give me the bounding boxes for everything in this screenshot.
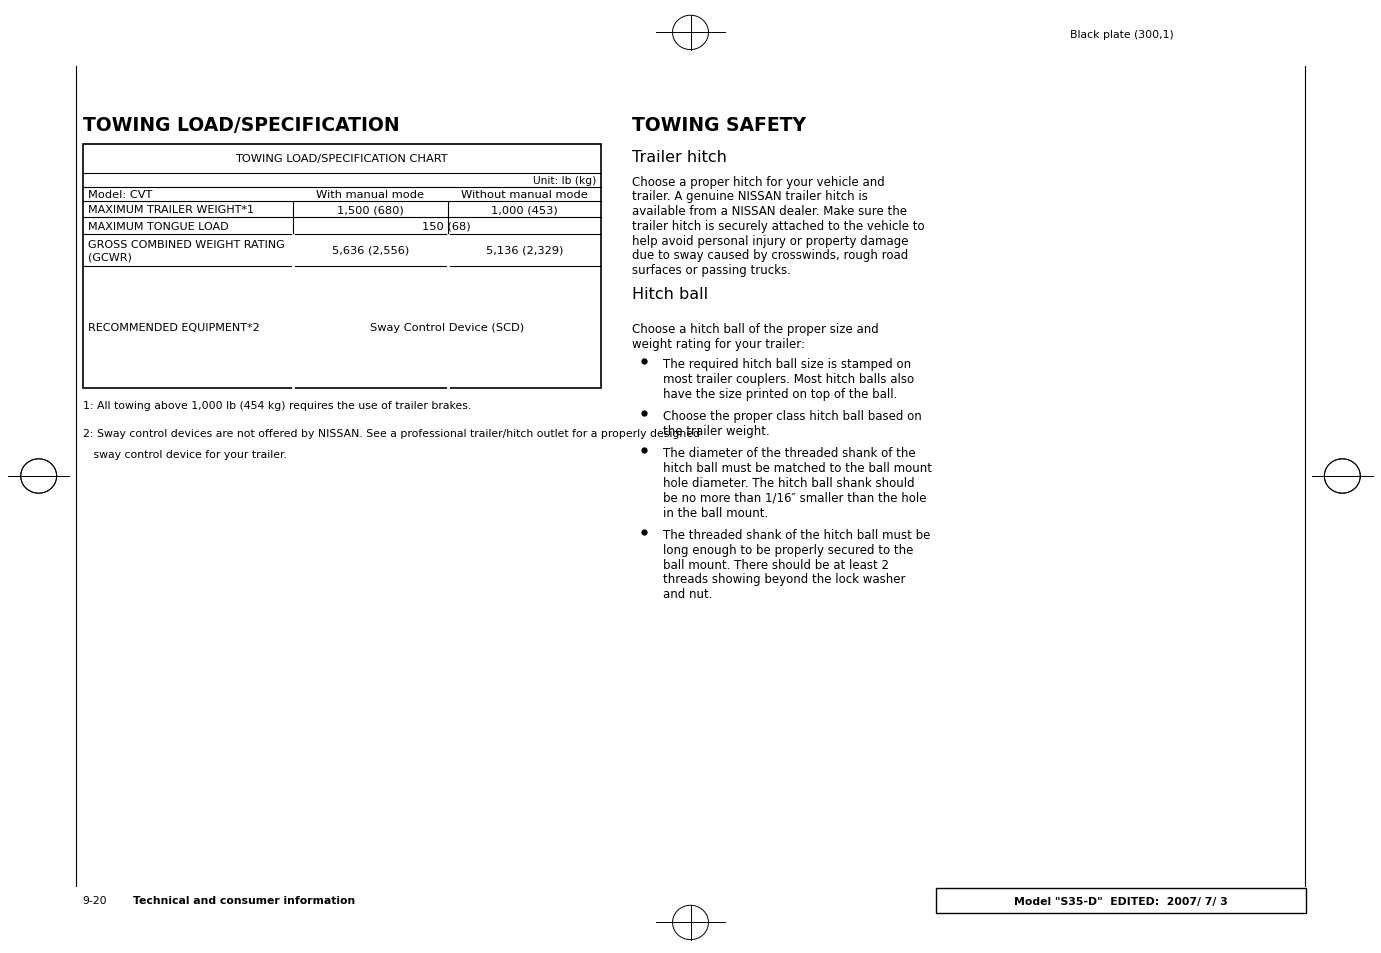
Text: and nut.: and nut. — [663, 587, 713, 600]
Text: Black plate (300,1): Black plate (300,1) — [1070, 30, 1174, 40]
Text: threads showing beyond the lock washer: threads showing beyond the lock washer — [663, 573, 906, 586]
Text: Trailer hitch: Trailer hitch — [632, 150, 728, 165]
Text: ball mount. There should be at least 2: ball mount. There should be at least 2 — [663, 558, 889, 571]
Text: Model "S35-D"  EDITED:  2007/ 7/ 3: Model "S35-D" EDITED: 2007/ 7/ 3 — [1015, 896, 1228, 905]
Text: Hitch ball: Hitch ball — [632, 286, 708, 301]
Text: The required hitch ball size is stamped on: The required hitch ball size is stamped … — [663, 357, 911, 371]
Text: TOWING LOAD/SPECIFICATION CHART: TOWING LOAD/SPECIFICATION CHART — [236, 154, 447, 164]
Text: surfaces or passing trucks.: surfaces or passing trucks. — [632, 264, 791, 277]
Text: hitch ball must be matched to the ball mount: hitch ball must be matched to the ball m… — [663, 461, 932, 475]
Text: Without manual mode: Without manual mode — [461, 190, 588, 200]
Text: Sway Control Device (SCD): Sway Control Device (SCD) — [370, 323, 523, 333]
Text: The diameter of the threaded shank of the: The diameter of the threaded shank of th… — [663, 447, 916, 460]
Text: most trailer couplers. Most hitch balls also: most trailer couplers. Most hitch balls … — [663, 373, 914, 386]
Text: trailer. A genuine NISSAN trailer hitch is: trailer. A genuine NISSAN trailer hitch … — [632, 191, 869, 203]
Text: 2: Sway control devices are not offered by NISSAN. See a professional trailer/hi: 2: Sway control devices are not offered … — [83, 429, 700, 438]
Text: TOWING SAFETY: TOWING SAFETY — [632, 116, 807, 135]
Text: Model: CVT: Model: CVT — [88, 190, 153, 200]
Text: be no more than 1/16″ smaller than the hole: be no more than 1/16″ smaller than the h… — [663, 491, 927, 504]
Text: RECOMMENDED EQUIPMENT*2: RECOMMENDED EQUIPMENT*2 — [88, 323, 260, 333]
Text: trailer hitch is securely attached to the vehicle to: trailer hitch is securely attached to th… — [632, 220, 925, 233]
Text: 5,136 (2,329): 5,136 (2,329) — [486, 246, 563, 255]
Text: Choose the proper class hitch ball based on: Choose the proper class hitch ball based… — [663, 410, 921, 423]
Text: 1,500 (680): 1,500 (680) — [337, 205, 403, 215]
Text: weight rating for your trailer:: weight rating for your trailer: — [632, 337, 805, 351]
Text: Unit: lb (kg): Unit: lb (kg) — [533, 175, 597, 186]
FancyBboxPatch shape — [83, 145, 601, 389]
Text: 9-20: 9-20 — [83, 895, 108, 904]
Text: the trailer weight.: the trailer weight. — [663, 424, 769, 437]
Text: long enough to be properly secured to the: long enough to be properly secured to th… — [663, 543, 913, 557]
Text: The threaded shank of the hitch ball must be: The threaded shank of the hitch ball mus… — [663, 528, 931, 541]
Text: available from a NISSAN dealer. Make sure the: available from a NISSAN dealer. Make sur… — [632, 205, 907, 218]
Text: have the size printed on top of the ball.: have the size printed on top of the ball… — [663, 387, 898, 400]
Text: due to sway caused by crosswinds, rough road: due to sway caused by crosswinds, rough … — [632, 249, 909, 262]
Text: TOWING LOAD/SPECIFICATION: TOWING LOAD/SPECIFICATION — [83, 116, 399, 135]
Text: MAXIMUM TONGUE LOAD: MAXIMUM TONGUE LOAD — [88, 221, 229, 232]
Text: help avoid personal injury or property damage: help avoid personal injury or property d… — [632, 234, 909, 248]
FancyBboxPatch shape — [936, 888, 1306, 913]
Text: sway control device for your trailer.: sway control device for your trailer. — [83, 450, 287, 459]
Text: Choose a proper hitch for your vehicle and: Choose a proper hitch for your vehicle a… — [632, 175, 885, 189]
Text: Choose a hitch ball of the proper size and: Choose a hitch ball of the proper size a… — [632, 322, 880, 335]
Text: MAXIMUM TRAILER WEIGHT*1: MAXIMUM TRAILER WEIGHT*1 — [88, 205, 254, 215]
Text: in the ball mount.: in the ball mount. — [663, 506, 768, 519]
Text: 150 (68): 150 (68) — [423, 221, 471, 232]
Text: 1: All towing above 1,000 lb (454 kg) requires the use of trailer brakes.: 1: All towing above 1,000 lb (454 kg) re… — [83, 400, 471, 410]
Text: 5,636 (2,556): 5,636 (2,556) — [331, 246, 409, 255]
Text: Technical and consumer information: Technical and consumer information — [133, 895, 355, 904]
Text: With manual mode: With manual mode — [316, 190, 424, 200]
Text: 1,000 (453): 1,000 (453) — [492, 205, 558, 215]
Text: hole diameter. The hitch ball shank should: hole diameter. The hitch ball shank shou… — [663, 476, 914, 490]
Text: GROSS COMBINED WEIGHT RATING
(GCWR): GROSS COMBINED WEIGHT RATING (GCWR) — [88, 239, 284, 262]
